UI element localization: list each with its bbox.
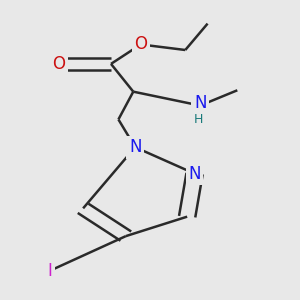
Text: N: N (129, 138, 141, 156)
Text: O: O (52, 55, 65, 73)
Text: H: H (194, 113, 203, 126)
Text: N: N (188, 165, 201, 183)
Text: I: I (47, 262, 52, 280)
Text: N: N (194, 94, 206, 112)
Text: O: O (134, 35, 147, 53)
